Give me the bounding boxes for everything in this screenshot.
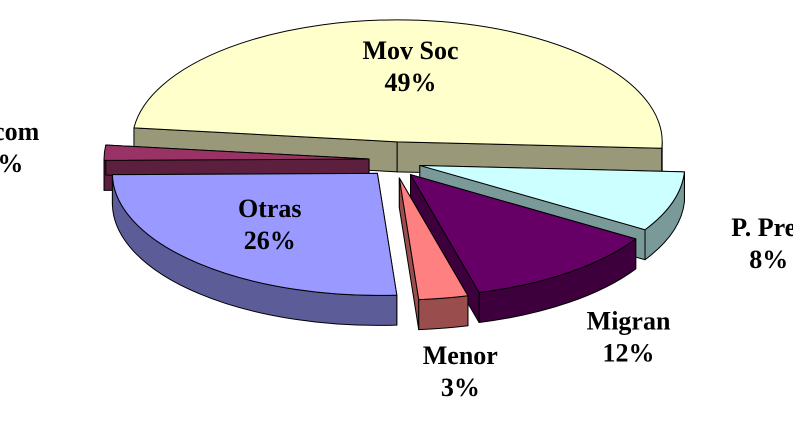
slice (111, 172, 398, 296)
slice (419, 164, 685, 231)
slice-label: P. Pres (731, 213, 793, 242)
slice-side (418, 295, 469, 331)
slice-value-label: 12% (603, 339, 655, 368)
slice-label: Incom (0, 117, 40, 146)
slice-value-label: 2% (0, 149, 23, 178)
slice-label: Menor (423, 341, 498, 370)
slice-value-label: 49% (384, 68, 436, 97)
slice (410, 174, 637, 293)
slice-label: Migran (587, 307, 671, 336)
slice-label: Mov Soc (362, 36, 458, 65)
slice (111, 172, 398, 326)
slice (103, 144, 370, 161)
slice (133, 19, 663, 149)
slice-value-label: 3% (441, 373, 480, 402)
slice (398, 177, 469, 301)
slice (410, 174, 637, 323)
slice-value-label: 26% (244, 226, 296, 255)
slice (398, 177, 469, 331)
slice-value-label: 8% (749, 245, 788, 274)
slice-label: Otras (238, 194, 302, 223)
